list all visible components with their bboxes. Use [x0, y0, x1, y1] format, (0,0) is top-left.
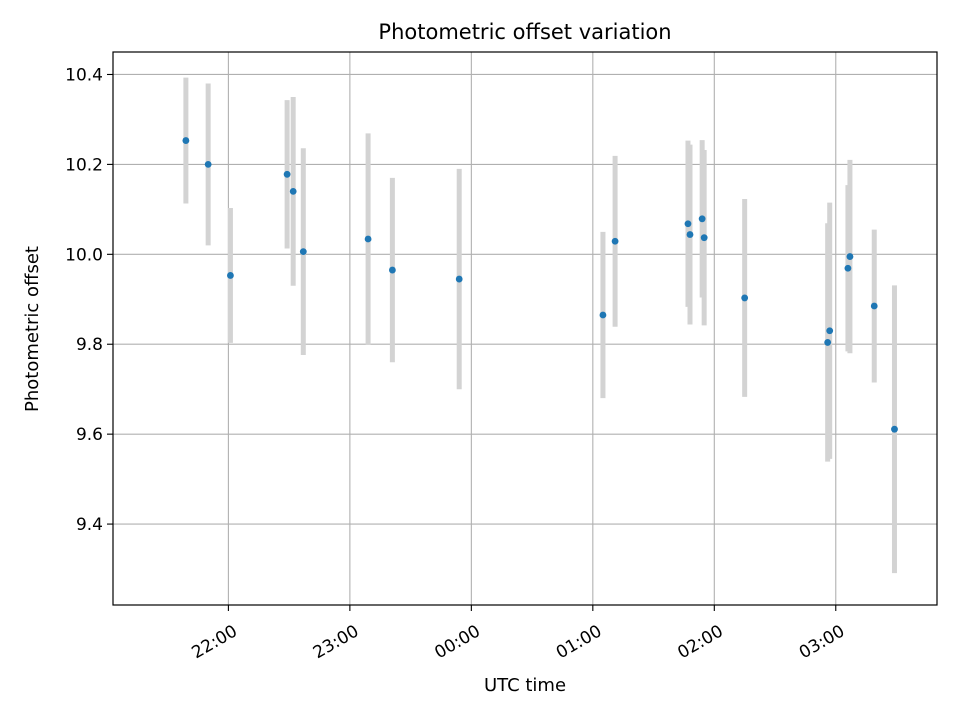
- data-point: [891, 425, 898, 433]
- data-point: [824, 339, 832, 346]
- data-point: [599, 311, 607, 319]
- chart-title: Photometric offset variation: [378, 20, 671, 44]
- data-point: [283, 170, 291, 178]
- data-points: [182, 137, 898, 433]
- data-point: [611, 237, 619, 245]
- data-point: [698, 215, 706, 223]
- y-axis-label: Photometric offset: [22, 246, 43, 412]
- grid: [113, 52, 937, 605]
- data-point: [741, 294, 749, 302]
- data-point: [700, 234, 708, 242]
- y-axis: 9.4 9.6 9.8 10.0 10.2 10.4: [65, 65, 113, 535]
- data-point: [364, 235, 372, 243]
- y-tick-label: 10.4: [65, 65, 103, 85]
- y-tick-label: 10.2: [65, 155, 103, 175]
- data-point: [289, 187, 297, 195]
- data-point: [388, 266, 396, 274]
- data-point: [455, 275, 463, 283]
- data-point: [826, 327, 834, 335]
- data-point: [227, 272, 234, 279]
- data-point: [204, 160, 212, 168]
- plot-area-frame: [112, 51, 938, 606]
- y-tick-label: 9.4: [76, 515, 103, 535]
- data-point: [870, 302, 878, 310]
- y-tick-label: 9.6: [76, 425, 103, 445]
- data-point: [846, 253, 854, 260]
- data-point: [686, 231, 694, 238]
- x-axis-label: UTC time: [484, 675, 566, 696]
- data-point: [299, 248, 307, 256]
- y-tick-label: 10.0: [65, 245, 103, 265]
- data-point: [182, 137, 190, 144]
- data-point: [684, 220, 692, 228]
- y-tick-label: 9.8: [76, 335, 103, 355]
- data-point: [844, 264, 852, 272]
